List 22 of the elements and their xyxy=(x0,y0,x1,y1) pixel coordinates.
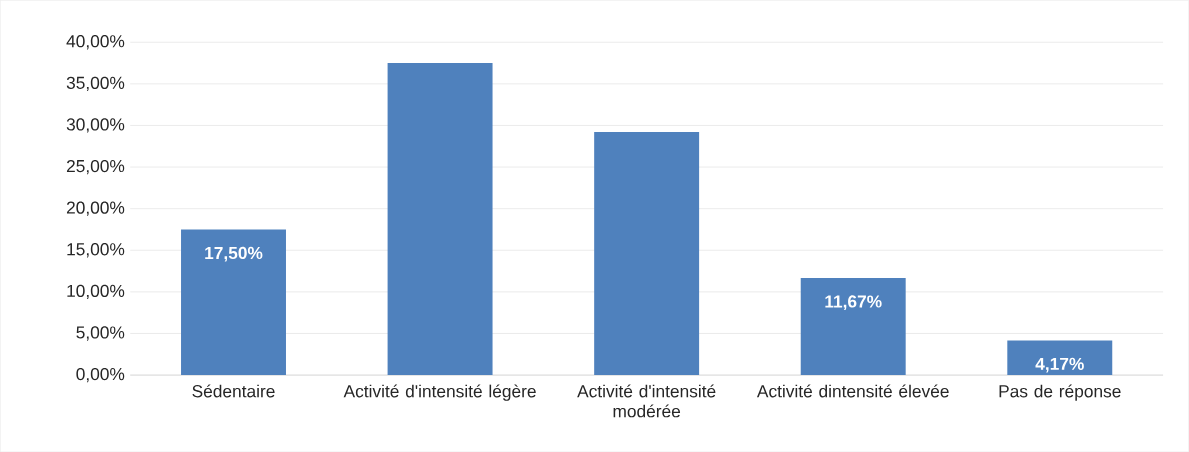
bar xyxy=(800,277,906,375)
x-tick-label: Activité d'intensité modérée xyxy=(577,384,716,418)
y-tick-label: 35,00% xyxy=(66,76,125,91)
data-label: 4,17% xyxy=(1035,357,1084,373)
data-label: 11,67% xyxy=(825,295,882,310)
y-tick-label: 30,00% xyxy=(66,118,125,133)
bar xyxy=(387,62,493,375)
y-tick-label: 40,00% xyxy=(66,34,125,50)
x-tick-label: Activité dintensité élevée xyxy=(756,384,949,398)
bar xyxy=(594,131,700,375)
y-tick-label: 0,00% xyxy=(76,367,125,383)
data-label: 17,50% xyxy=(205,246,263,262)
y-tick-label: 10,00% xyxy=(67,284,125,299)
x-tick-label: Pas de réponse xyxy=(999,384,1121,401)
bar xyxy=(1007,340,1113,375)
bar xyxy=(181,229,286,375)
y-tick-label: 5,00% xyxy=(76,326,125,341)
y-tick-label: 15,00% xyxy=(67,242,125,258)
x-tick-label: Sédentaire xyxy=(192,384,275,398)
y-tick-label: 20,00% xyxy=(66,201,125,216)
y-tick-label: 25,00% xyxy=(66,159,125,175)
x-tick-label: Activité d'intensité légère xyxy=(343,384,536,401)
